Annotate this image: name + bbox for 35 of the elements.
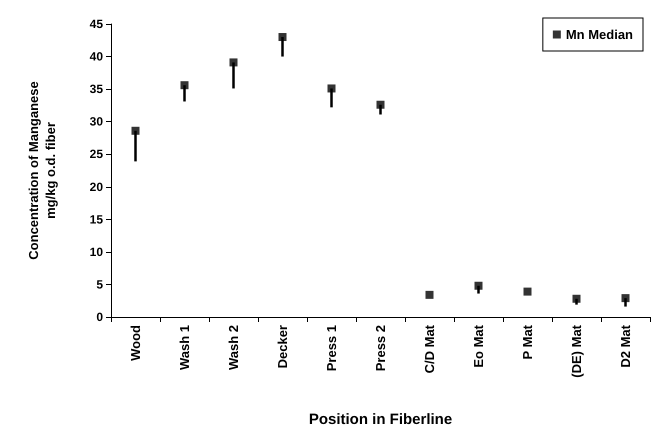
- y-tick-label: 30: [90, 114, 104, 129]
- x-tick-label: Wash 2: [226, 325, 241, 370]
- y-tick-label: 45: [90, 17, 104, 31]
- y-tick-label: 35: [90, 82, 104, 96]
- y-tick-label: 10: [90, 244, 104, 259]
- point: [474, 282, 482, 290]
- y-tick-label: 5: [96, 277, 104, 292]
- x-tick-label: Press 1: [324, 325, 339, 372]
- y-tick-label: 25: [90, 147, 104, 162]
- x-tick-label: Wood: [128, 324, 143, 361]
- y-tick-label: 20: [90, 180, 104, 194]
- point: [426, 290, 434, 299]
- x-tick-label: P Mat: [520, 324, 535, 360]
- point: [524, 288, 532, 296]
- point: [572, 294, 580, 303]
- point: [278, 33, 286, 42]
- point: [132, 126, 140, 135]
- y-tick-label: 0: [96, 310, 104, 324]
- x-tick-label: D2 Mat: [618, 324, 633, 368]
- point: [180, 81, 188, 90]
- legend-label: Mn Median: [566, 27, 634, 42]
- x-tick-label: Decker: [275, 325, 290, 368]
- y-tick-label: 15: [90, 212, 104, 226]
- x-axis-title: Position in Fiberline: [308, 411, 452, 428]
- point: [230, 58, 238, 66]
- x-tick-label: Eo Mat: [471, 324, 486, 368]
- y-tick-label: 40: [90, 50, 104, 64]
- y-axis-title: Concentration of Manganese mg/kg o.d. fiber: [26, 81, 58, 260]
- x-tick-label: Press 2: [373, 325, 388, 372]
- x-tick-label: (DE) Mat: [569, 324, 584, 378]
- point: [328, 84, 336, 92]
- point: [622, 294, 630, 302]
- point: [376, 100, 384, 109]
- x-tick-label: Wash 1: [177, 325, 192, 370]
- x-tick-label: C/D Mat: [422, 324, 437, 374]
